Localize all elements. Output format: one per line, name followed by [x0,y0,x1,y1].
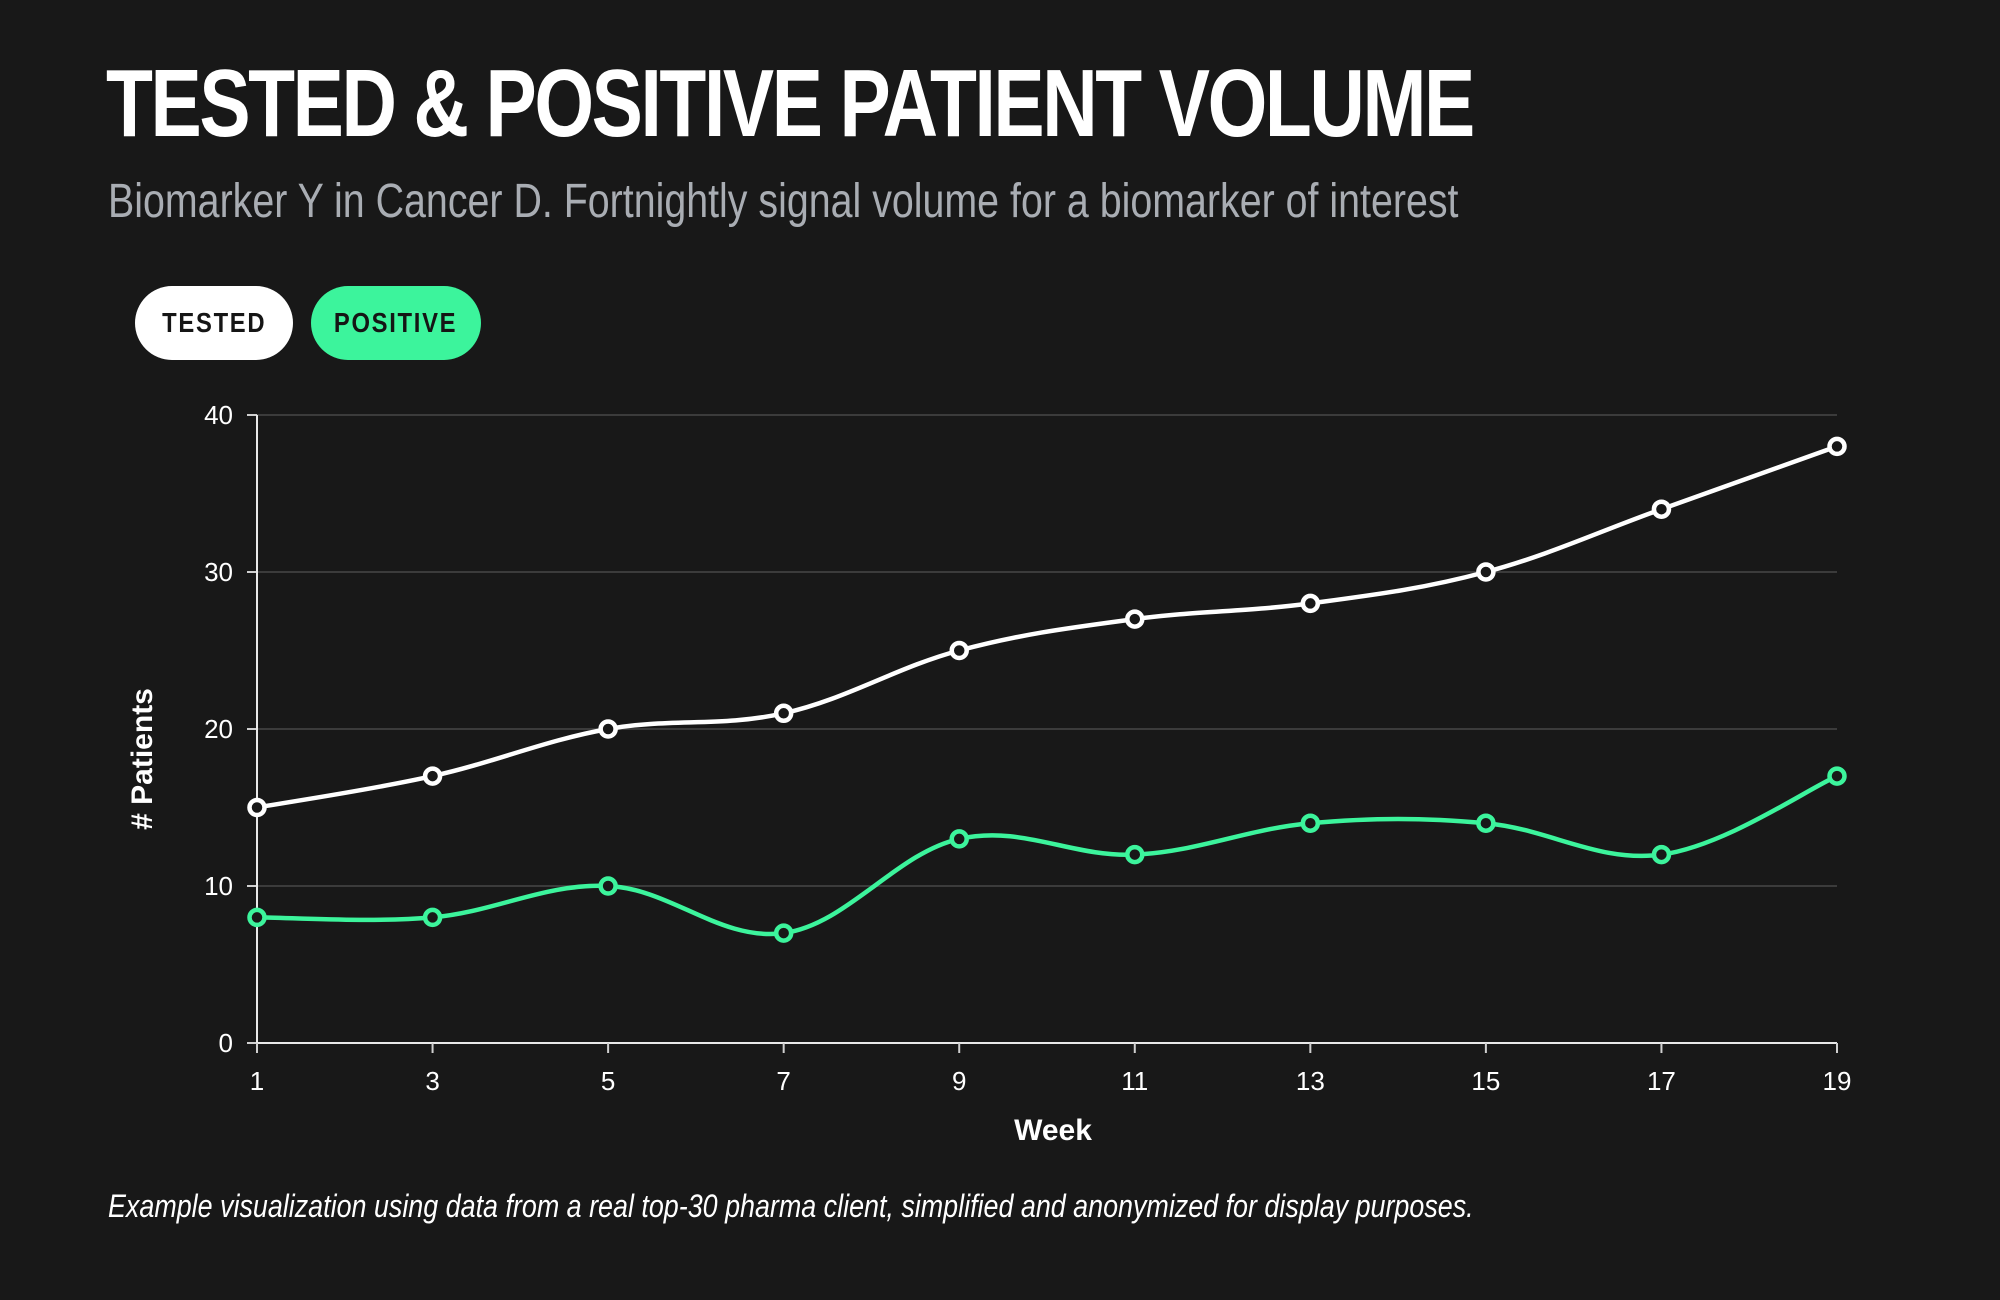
data-point-positive [1651,844,1672,865]
chart-subtitle: Biomarker Y in Cancer D. Fortnightly sig… [108,175,1459,228]
x-tick-label: 7 [776,1066,790,1096]
data-point-tested [773,703,794,724]
y-tick-label: 30 [204,557,233,587]
x-tick-label: 9 [952,1066,966,1096]
data-point-positive [1827,766,1847,786]
x-tick-label: 15 [1471,1066,1500,1096]
legend: TESTED POSITIVE [135,286,481,360]
x-axis-title: Week [1014,1114,1092,1147]
data-point-tested [1125,609,1145,629]
x-tick-label: 1 [250,1066,264,1096]
data-point-positive [1476,813,1496,833]
y-tick-label: 10 [204,871,233,901]
y-tick-label: 0 [219,1028,233,1058]
data-point-tested [1476,562,1496,582]
data-point-positive [1125,844,1145,865]
series-layer [247,436,1847,943]
legend-positive-toggle[interactable]: POSITIVE [311,286,481,360]
series-line-tested [254,444,1840,810]
legend-positive-label: POSITIVE [334,307,458,338]
legend-tested-label: TESTED [161,307,267,338]
data-point-positive [247,907,267,928]
grid-layer [257,414,1837,887]
data-point-tested [422,766,443,786]
data-point-tested [1827,436,1847,457]
data-point-tested [247,797,267,818]
data-point-positive [773,923,794,943]
data-point-tested [949,640,969,661]
x-tick-label: 5 [601,1066,615,1096]
x-tick-label: 3 [425,1066,439,1096]
footnote: Example visualization using data from a … [108,1188,1474,1224]
x-tick-label: 13 [1296,1066,1325,1096]
x-tick-label: 19 [1823,1066,1852,1096]
data-point-positive [598,876,618,896]
series-line-positive [254,773,1840,937]
data-point-tested [598,719,618,739]
data-point-tested [1300,593,1321,614]
data-point-positive [422,907,443,928]
y-tick-label: 40 [204,400,233,430]
data-point-positive [949,829,969,849]
data-point-tested [1651,499,1672,519]
y-tick-label: 20 [204,714,233,744]
y-axis-title: # Patients [126,688,159,830]
x-tick-label: 17 [1647,1066,1676,1096]
chart-title: TESTED & POSITIVE PATIENT VOLUME [106,50,1475,157]
data-point-positive [1300,813,1321,833]
legend-tested-toggle[interactable]: TESTED [135,286,293,360]
x-tick-label: 11 [1121,1066,1148,1096]
